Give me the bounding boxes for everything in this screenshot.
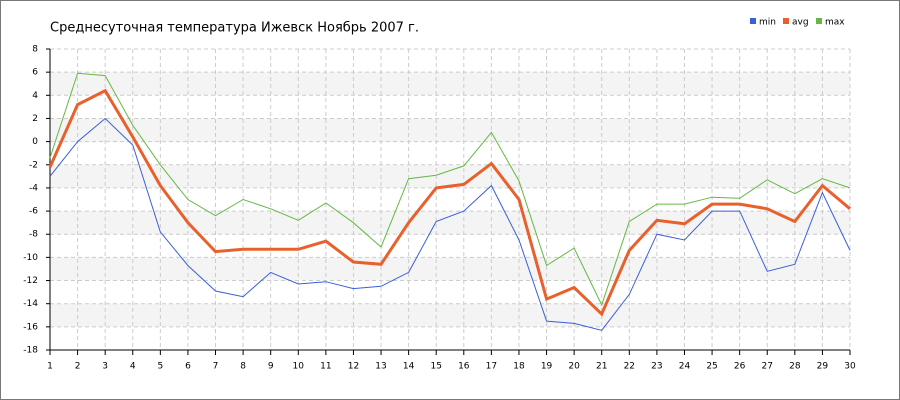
- grid-band: [50, 164, 850, 188]
- y-tick-label: 6: [32, 68, 38, 78]
- y-tick-label: 0: [32, 137, 38, 147]
- x-tick-label: 2: [75, 362, 81, 372]
- x-tick-label: 20: [568, 362, 580, 372]
- y-tick-label: 4: [32, 91, 38, 101]
- x-tick-label: 24: [679, 362, 691, 372]
- y-tick-label: 8: [32, 45, 38, 55]
- x-tick-label: 29: [817, 362, 829, 372]
- x-tick-label: 13: [375, 362, 386, 372]
- legend-swatch: [750, 18, 756, 24]
- x-tick-label: 7: [213, 362, 219, 372]
- x-tick-label: 18: [513, 362, 525, 372]
- x-tick-label: 23: [651, 362, 662, 372]
- chart-title: Среднесуточная температура Ижевск Ноябрь…: [50, 21, 419, 36]
- x-tick-label: 10: [293, 362, 305, 372]
- y-tick-label: -12: [23, 276, 38, 286]
- y-tick-label: -16: [23, 322, 38, 332]
- x-tick-label: 1: [47, 362, 53, 372]
- grid-band: [50, 72, 850, 96]
- y-tick-label: -14: [23, 299, 38, 309]
- x-tick-label: 15: [430, 362, 441, 372]
- y-tick-label: -4: [29, 183, 38, 193]
- x-tick-label: 16: [458, 362, 470, 372]
- y-tick-label: -8: [29, 230, 38, 240]
- legend-swatch: [816, 18, 822, 24]
- y-tick-label: -18: [23, 346, 38, 356]
- y-tick-label: -10: [23, 253, 38, 263]
- grid-band: [50, 303, 850, 327]
- x-tick-label: 19: [541, 362, 553, 372]
- grid-band: [50, 211, 850, 235]
- y-tick-label: -6: [29, 207, 38, 217]
- x-tick-label: 21: [596, 362, 607, 372]
- x-tick-label: 17: [486, 362, 497, 372]
- series-line: [49, 117, 851, 331]
- x-tick-label: 22: [624, 362, 635, 372]
- legend-label: avg: [792, 18, 809, 28]
- x-tick-label: 25: [706, 362, 717, 372]
- x-tick-label: 9: [268, 362, 274, 372]
- grid-band: [50, 118, 850, 142]
- legend-label: min: [759, 18, 776, 28]
- x-tick-label: 3: [102, 362, 108, 372]
- x-tick-label: 27: [762, 362, 773, 372]
- series-line: [49, 72, 851, 307]
- legend-label: max: [825, 18, 845, 28]
- x-tick-label: 28: [789, 362, 801, 372]
- x-tick-label: 12: [348, 362, 359, 372]
- x-tick-label: 30: [844, 362, 856, 372]
- x-tick-label: 5: [157, 362, 163, 372]
- grid-band: [50, 257, 850, 281]
- x-tick-label: 11: [320, 362, 331, 372]
- x-tick-label: 14: [403, 362, 415, 372]
- y-tick-label: -2: [29, 160, 38, 170]
- legend-swatch: [783, 18, 789, 24]
- series-line: [48, 88, 851, 317]
- y-tick-label: 2: [32, 114, 38, 124]
- x-tick-label: 6: [185, 362, 191, 372]
- x-tick-label: 8: [240, 362, 246, 372]
- x-tick-label: 4: [130, 362, 136, 372]
- x-tick-label: 26: [734, 362, 746, 372]
